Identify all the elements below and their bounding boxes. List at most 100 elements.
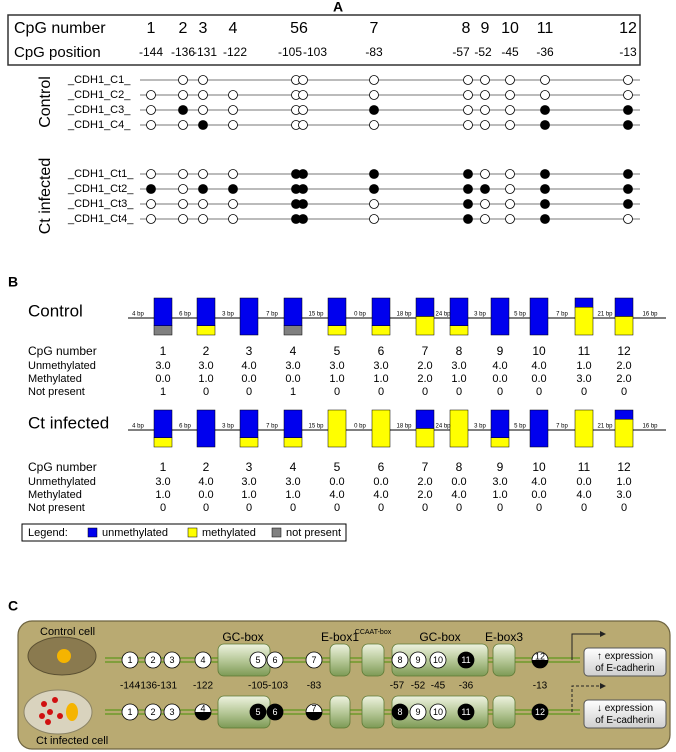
gap-label: 0 bp <box>354 312 366 318</box>
unmethylated-bar <box>449 297 469 326</box>
cpg-position: -136 <box>171 45 195 59</box>
cpg-site <box>505 75 515 85</box>
table-value: 0 <box>378 386 384 398</box>
unmethylated-bar <box>327 297 347 326</box>
cpg-site <box>198 169 208 179</box>
panel-label: A <box>333 0 343 15</box>
cpg-site <box>146 120 156 130</box>
gap-label: 6 bp <box>179 312 191 318</box>
table-value: 1.0 <box>241 489 256 501</box>
cpg-site <box>623 120 633 130</box>
unmethylated-bar <box>371 297 391 326</box>
cpg-site <box>540 75 550 85</box>
cpg-site <box>194 651 212 669</box>
gap-label: 7 bp <box>556 424 568 430</box>
table-value: 0.0 <box>155 373 170 385</box>
table-value: 1.0 <box>198 373 213 385</box>
cpg-site <box>540 120 550 130</box>
cpg-number: 4 <box>290 344 297 358</box>
cpg-site <box>540 199 550 209</box>
row-heading: Not present <box>28 386 85 398</box>
cpg-site <box>369 90 379 100</box>
unmethylated-bar <box>196 409 216 448</box>
gap-label: 21 bp <box>597 312 613 318</box>
legend-label: methylated <box>202 527 256 539</box>
cpg-site <box>146 169 156 179</box>
cpg-number: 5 <box>255 655 260 665</box>
cpg-site <box>298 105 308 115</box>
cpg-number: 10 <box>532 460 546 474</box>
methylated-bar <box>239 437 259 448</box>
nucleus <box>66 703 78 721</box>
table-value: 0 <box>334 386 340 398</box>
cpg-position: -131 <box>193 45 217 59</box>
methylated-bar <box>371 409 391 448</box>
cpg-site <box>121 703 139 721</box>
regulatory-box <box>361 643 385 677</box>
cpg-site <box>480 75 490 85</box>
cpg-site <box>298 199 308 209</box>
box-label: E-box1 <box>321 630 359 644</box>
cpg-number: 12 <box>619 20 637 37</box>
unmethylated-bar <box>614 409 634 420</box>
inclusion <box>39 713 45 719</box>
cpg-site <box>249 703 267 721</box>
cpg-site <box>623 199 633 209</box>
table-value: 1.0 <box>451 373 466 385</box>
inclusion <box>47 709 53 715</box>
sample-label: _CDH1_Ct2_ <box>67 183 134 195</box>
box-label: GC-box <box>419 630 460 644</box>
cpg-number: 2 <box>150 707 155 717</box>
cpg-site <box>298 169 308 179</box>
cpg-site <box>429 651 447 669</box>
gap-label: 16 bp <box>642 312 658 318</box>
cpg-site <box>228 105 238 115</box>
table-value: 0 <box>456 386 462 398</box>
unmethylated-bar <box>415 409 435 429</box>
table-value: 0 <box>497 502 503 514</box>
cpg-site <box>178 184 188 194</box>
cpg-number: 1 <box>160 460 167 474</box>
cpg-site-half <box>306 712 322 720</box>
methylated-bar <box>574 307 594 336</box>
cpg-site <box>463 105 473 115</box>
cpg-number: 56 <box>290 20 308 37</box>
cpg-site <box>505 120 515 130</box>
row-heading: Unmethylated <box>28 360 96 372</box>
table-value: 0 <box>160 502 166 514</box>
table-value: 0.0 <box>329 476 344 488</box>
expression-label: ↓ expression of E-cadherin <box>595 703 654 726</box>
table-value: 4.0 <box>531 360 546 372</box>
cpg-site <box>228 184 238 194</box>
table-value: 3.0 <box>155 476 170 488</box>
cpg-site <box>480 199 490 209</box>
inclusion <box>57 713 63 719</box>
cpg-site <box>228 120 238 130</box>
cpg-position: -136-131 <box>137 681 177 692</box>
table-value: 0 <box>456 502 462 514</box>
cpg-site <box>198 120 208 130</box>
gap-label: 7 bp <box>266 424 278 430</box>
methylated-bar <box>449 325 469 336</box>
cpg-position: -144 <box>139 45 163 59</box>
inclusion <box>52 697 58 703</box>
arrow <box>571 633 600 660</box>
box-label: CCAAT-box <box>355 629 392 636</box>
cpg-site <box>369 184 379 194</box>
table-value: 1.0 <box>155 489 170 501</box>
unmethylated-bar <box>490 297 510 336</box>
cpg-site <box>369 105 379 115</box>
cpg-site <box>298 75 308 85</box>
methylated-bar <box>415 316 435 336</box>
gap-label: 7 bp <box>266 312 278 318</box>
methylated-bar <box>327 325 347 336</box>
group-label: Control <box>28 301 83 320</box>
methylated-bar <box>574 409 594 448</box>
header-label: CpG position <box>14 44 101 61</box>
gap-label: 15 bp <box>308 424 324 430</box>
cpg-site <box>480 169 490 179</box>
cpg-number: 2 <box>179 20 188 37</box>
sample-label: _CDH1_Ct3_ <box>67 198 134 210</box>
table-value: 0.0 <box>241 373 256 385</box>
methylated-bar <box>415 428 435 448</box>
